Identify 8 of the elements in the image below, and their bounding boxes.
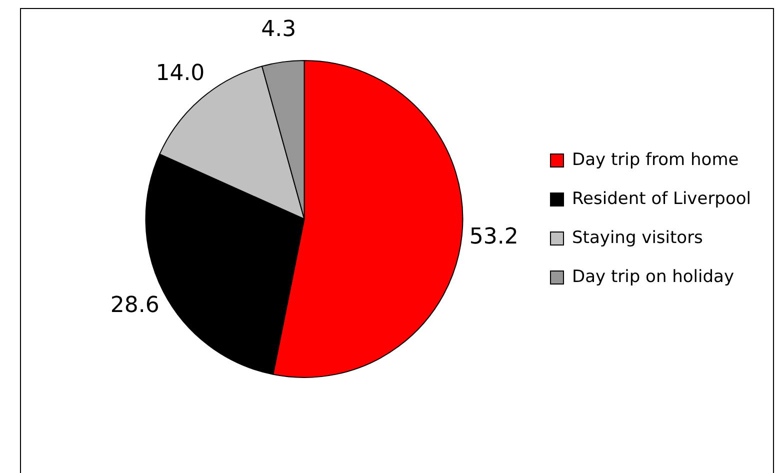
legend-label: Staying visitors [572,228,704,248]
data-label: 53.2 [469,224,518,250]
data-label: 4.3 [261,16,296,42]
legend-label: Day trip on holiday [572,266,734,287]
legend-label: Resident of Liverpool [572,188,752,209]
data-label: 14.0 [156,61,205,86]
legend-label: Day trip from home [572,150,739,170]
data-label: 28.6 [110,292,160,318]
